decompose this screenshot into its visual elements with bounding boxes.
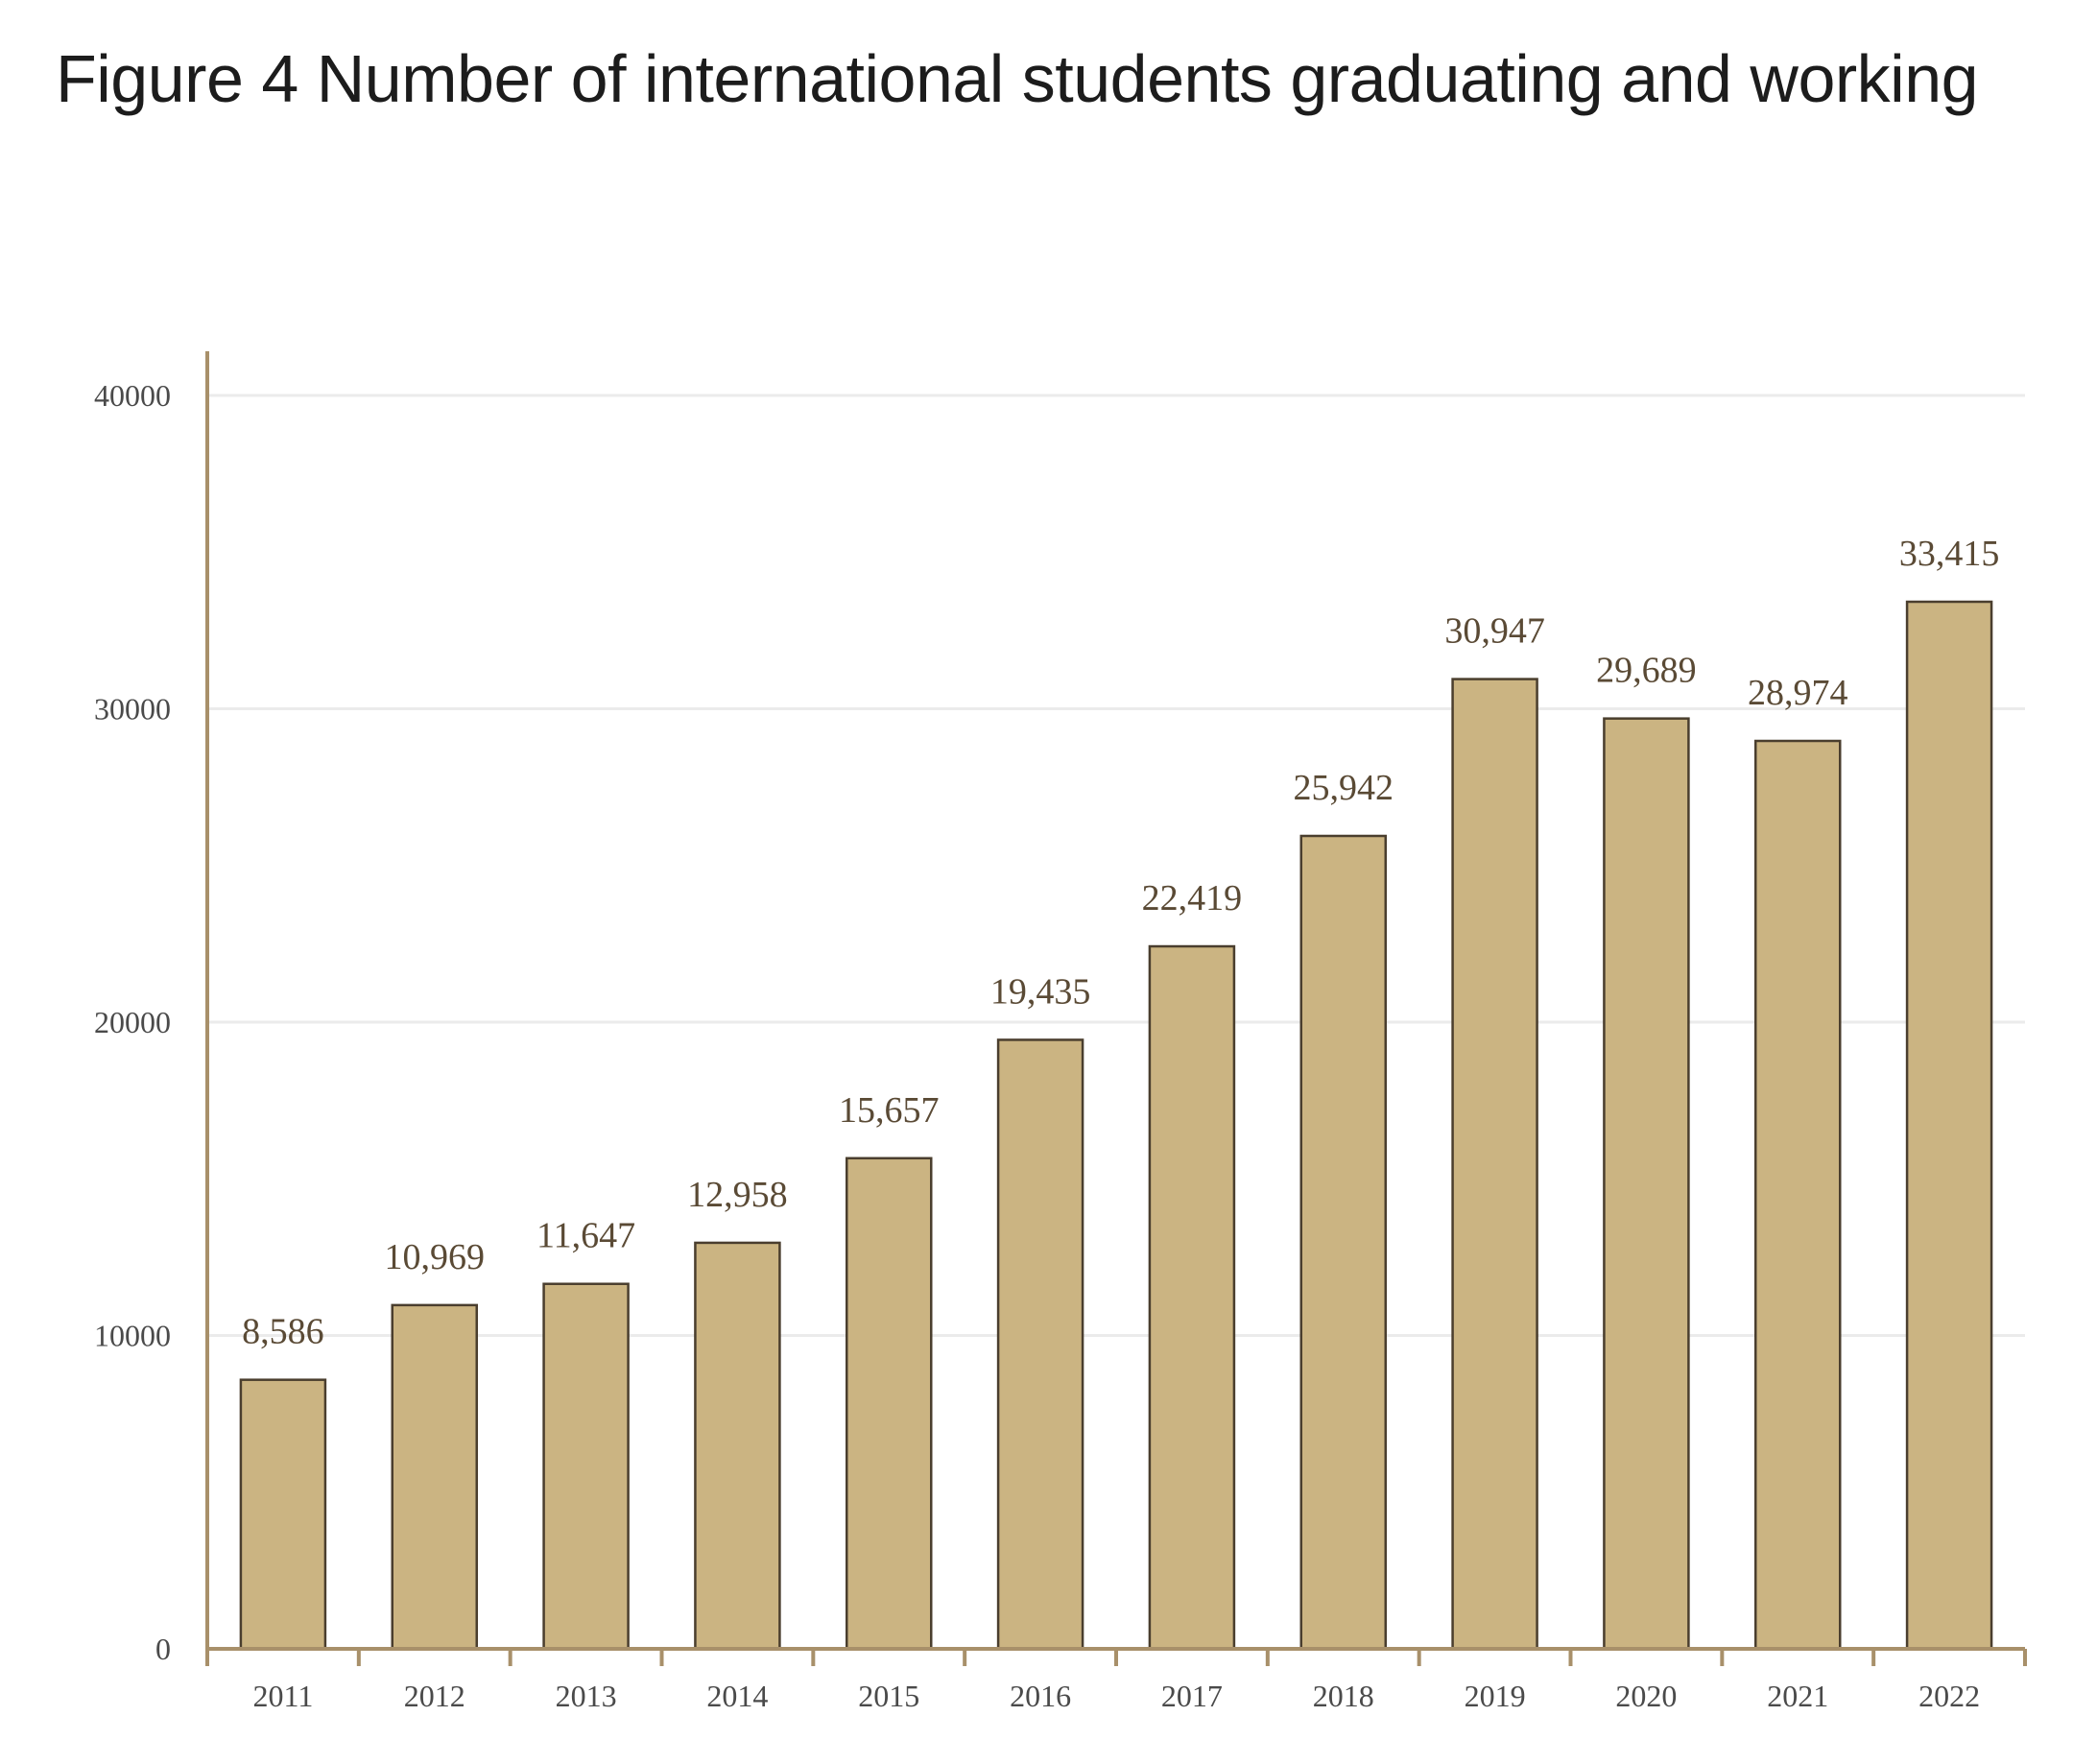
- data-label: 12,958: [687, 1175, 788, 1215]
- bar-2021: [1754, 739, 1842, 1651]
- data-label: 25,942: [1294, 768, 1394, 808]
- data-label: 30,947: [1444, 611, 1545, 652]
- data-label: 11,647: [536, 1216, 635, 1256]
- bar-2015: [846, 1156, 933, 1651]
- x-tick-label: 2014: [706, 1679, 768, 1713]
- gridlines: [207, 393, 2025, 1337]
- data-label: 33,415: [1899, 534, 2000, 574]
- x-tick-label: 2018: [1313, 1679, 1374, 1713]
- y-tick-label: 30000: [94, 692, 171, 727]
- x-tick-label: 2015: [858, 1679, 919, 1713]
- y-tick-label: 10000: [94, 1319, 171, 1353]
- x-tick-label: 2016: [1010, 1679, 1071, 1713]
- bar-2018: [1299, 834, 1387, 1651]
- bar-2019: [1451, 678, 1538, 1651]
- x-tick-label: 2011: [253, 1679, 314, 1713]
- data-label: 10,969: [385, 1237, 486, 1277]
- bar-2013: [542, 1282, 630, 1651]
- x-tick-label: 2017: [1161, 1679, 1223, 1713]
- data-label: 22,419: [1142, 878, 1243, 918]
- data-label: 28,974: [1748, 673, 1848, 713]
- x-tick-label: 2013: [556, 1679, 617, 1713]
- x-tick-label: 2020: [1615, 1679, 1677, 1713]
- x-tick-label: 2012: [404, 1679, 465, 1713]
- data-label: 8,586: [242, 1312, 324, 1352]
- labels: 0 10000 20000 30000 40000 8,586 2011 10,969 2012…: [94, 378, 1999, 1713]
- bars: [239, 600, 1993, 1651]
- x-tick-label: 2021: [1767, 1679, 1828, 1713]
- chart-title: Figure 4 Number of international student…: [56, 41, 1979, 116]
- axes: [205, 351, 2027, 1666]
- bar-2020: [1603, 717, 1690, 1651]
- bar-2017: [1148, 944, 1236, 1651]
- y-tick-label: 0: [155, 1632, 171, 1666]
- x-tick-label: 2019: [1465, 1679, 1526, 1713]
- x-tick-label: 2022: [1918, 1679, 1980, 1713]
- bar-2012: [391, 1303, 478, 1651]
- y-tick-label: 40000: [94, 378, 171, 413]
- data-label: 29,689: [1596, 651, 1697, 691]
- data-label: 15,657: [839, 1090, 940, 1131]
- data-label: 19,435: [990, 971, 1091, 1012]
- bar-2014: [694, 1241, 781, 1651]
- y-tick-label: 20000: [94, 1005, 171, 1039]
- bar-2022: [1905, 600, 1993, 1651]
- bar-2011: [239, 1378, 327, 1651]
- bar-2016: [996, 1038, 1084, 1651]
